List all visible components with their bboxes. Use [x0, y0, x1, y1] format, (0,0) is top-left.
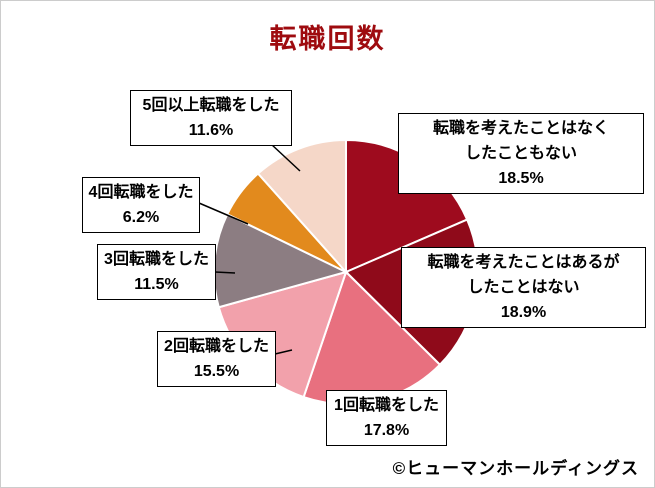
callout-leader-line-5 — [214, 271, 236, 274]
pie-slice-7 — [256, 138, 347, 275]
chart-title: 転職回数 — [269, 24, 386, 54]
callout-leader-line-4 — [274, 349, 293, 355]
callout-leader-line-7 — [270, 143, 301, 172]
copyright-text: ©ヒューマンホールディングス — [392, 459, 639, 478]
callout-leader-line-6 — [198, 202, 249, 225]
